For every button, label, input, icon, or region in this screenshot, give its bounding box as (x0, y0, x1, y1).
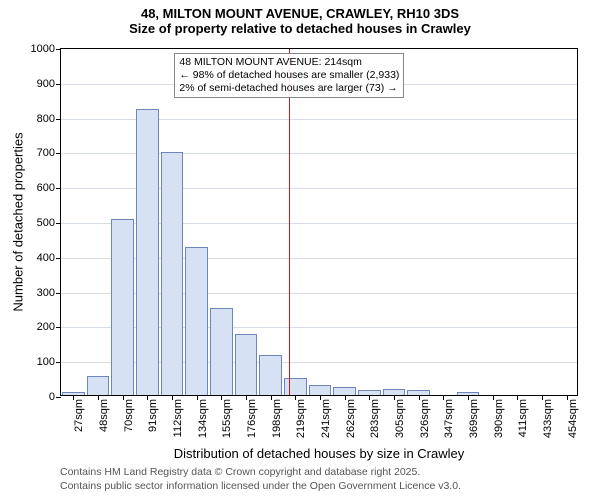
histogram-bar (333, 387, 356, 395)
histogram-bar (185, 247, 208, 395)
x-tick-label: 134sqm (197, 399, 209, 438)
x-tick-label: 27sqm (73, 399, 85, 432)
histogram-plot: 0100200300400500600700800900100027sqm48s… (60, 48, 578, 396)
histogram-bar (161, 152, 184, 395)
title-line-1: 48, MILTON MOUNT AVENUE, CRAWLEY, RH10 3… (0, 0, 600, 21)
histogram-bar (259, 355, 282, 395)
histogram-bar (210, 308, 233, 395)
x-tick-label: 219sqm (295, 399, 307, 438)
x-tick-label: 454sqm (567, 399, 579, 438)
x-tick-label: 347sqm (443, 399, 455, 438)
y-tick-label: 1000 (31, 43, 61, 55)
histogram-bar (87, 376, 110, 395)
x-tick-label: 198sqm (271, 399, 283, 438)
annotation-line: 48 MILTON MOUNT AVENUE: 214sqm (179, 56, 399, 69)
marker-line (289, 49, 290, 395)
y-tick-label: 900 (37, 78, 61, 90)
annotation-box: 48 MILTON MOUNT AVENUE: 214sqm← 98% of d… (174, 53, 404, 98)
y-tick-label: 200 (37, 321, 61, 333)
attribution: Contains HM Land Registry data © Crown c… (60, 466, 461, 493)
x-tick-label: 390sqm (493, 399, 505, 438)
y-tick-label: 400 (37, 252, 61, 264)
x-tick-label: 433sqm (542, 399, 554, 438)
y-tick-label: 800 (37, 113, 61, 125)
x-tick-label: 305sqm (394, 399, 406, 438)
y-tick-label: 500 (37, 217, 61, 229)
attribution-line-2: Contains public sector information licen… (60, 480, 461, 494)
x-tick-label: 326sqm (419, 399, 431, 438)
x-tick-label: 48sqm (98, 399, 110, 432)
x-tick-label: 91sqm (147, 399, 159, 432)
annotation-line: ← 98% of detached houses are smaller (2,… (179, 69, 399, 82)
y-axis-label: Number of detached properties (11, 132, 26, 311)
attribution-line-1: Contains HM Land Registry data © Crown c… (60, 466, 461, 480)
histogram-bar (235, 334, 258, 395)
histogram-bar (111, 219, 134, 395)
y-tick-label: 300 (37, 287, 61, 299)
x-tick-label: 369sqm (468, 399, 480, 438)
x-tick-label: 176sqm (246, 399, 258, 438)
y-tick-label: 600 (37, 182, 61, 194)
title-line-2: Size of property relative to detached ho… (0, 21, 600, 36)
histogram-bar (309, 385, 332, 395)
y-tick-label: 0 (49, 391, 61, 403)
x-tick-label: 283sqm (369, 399, 381, 438)
x-tick-label: 262sqm (345, 399, 357, 438)
y-tick-label: 100 (37, 356, 61, 368)
x-tick-label: 411sqm (517, 399, 529, 437)
y-tick-label: 700 (37, 147, 61, 159)
histogram-bar (136, 109, 159, 395)
x-tick-label: 70sqm (123, 399, 135, 432)
x-tick-label: 155sqm (221, 399, 233, 438)
x-tick-label: 112sqm (172, 399, 184, 437)
x-axis-label: Distribution of detached houses by size … (174, 446, 464, 461)
annotation-line: 2% of semi-detached houses are larger (7… (179, 82, 399, 95)
histogram-bar (284, 378, 307, 395)
x-tick-label: 241sqm (320, 399, 332, 438)
